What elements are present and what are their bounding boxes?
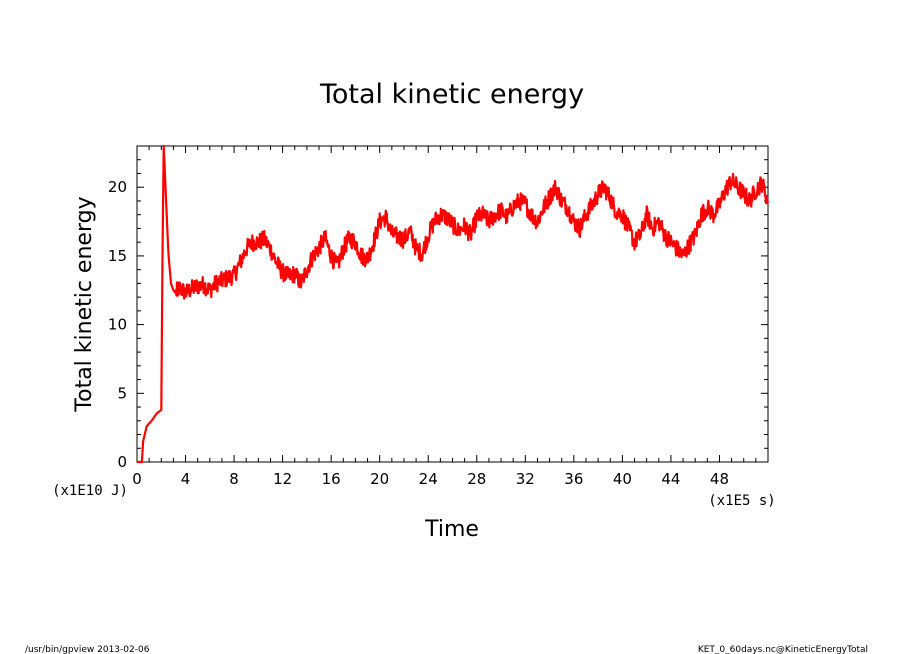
x-tick-label: 44 (661, 470, 680, 488)
x-tick-label: 24 (419, 470, 438, 488)
footer-right-text: KET_0_60days.nc@KineticEnergyTotal (698, 645, 868, 654)
x-tick-label: 4 (181, 470, 191, 488)
y-axis-unit: (x1E10 J) (52, 483, 128, 499)
y-tick-label: 15 (108, 247, 127, 265)
series-group (137, 144, 770, 464)
kinetic-energy-series-line (137, 144, 770, 464)
x-axis-unit: (x1E5 s) (708, 493, 775, 509)
y-tick-label: 5 (117, 384, 127, 402)
y-axis-label: Total kinetic energy (72, 196, 97, 412)
y-tick-label: 10 (108, 316, 127, 334)
x-tick-label: 8 (229, 470, 239, 488)
y-tick-labels: 0 5 10 15 20 (108, 178, 127, 471)
y-tick-label: 0 (117, 453, 127, 471)
plot-area (136, 144, 770, 464)
x-tick-label: 32 (516, 470, 535, 488)
plot-frame (136, 145, 769, 463)
x-tick-label: 16 (322, 470, 341, 488)
x-tick-label: 40 (613, 470, 632, 488)
axis-ticks (136, 145, 769, 463)
x-tick-label: 28 (467, 470, 486, 488)
footer-left-text: /usr/bin/gpview 2013-02-06 (25, 645, 150, 654)
x-tick-label: 20 (370, 470, 389, 488)
x-tick-label: 36 (564, 470, 583, 488)
x-tick-label: 48 (710, 470, 729, 488)
x-tick-labels: 0 4 8 12 16 20 24 28 32 36 40 44 48 (132, 470, 729, 488)
chart-title: Total kinetic energy (319, 79, 584, 110)
x-tick-label: 12 (273, 470, 292, 488)
y-tick-label: 20 (108, 178, 127, 196)
x-tick-label: 0 (132, 470, 142, 488)
x-axis-label: Time (424, 517, 479, 542)
